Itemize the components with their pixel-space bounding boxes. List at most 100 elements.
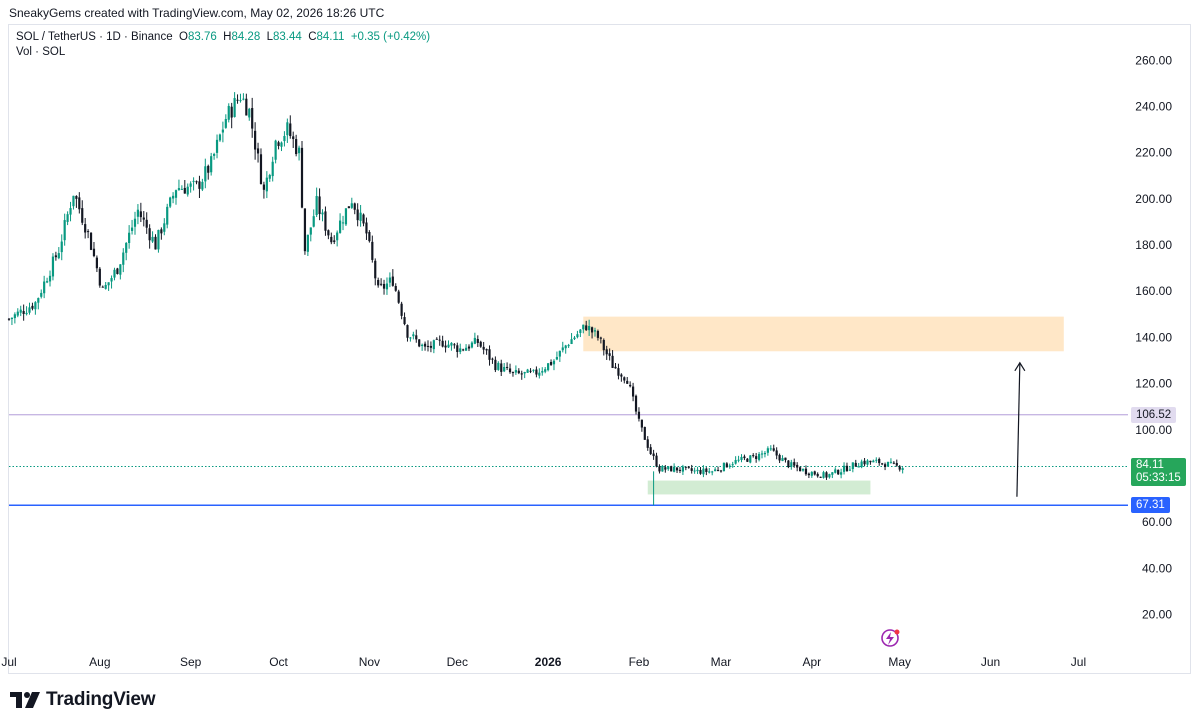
- candle-body: [755, 456, 758, 459]
- candle-body: [324, 211, 327, 231]
- x-tick-label: Aug: [89, 655, 110, 669]
- x-tick-label: Mar: [711, 655, 732, 669]
- candle-body: [775, 450, 778, 456]
- candle-body: [722, 462, 726, 472]
- x-tick-label: Jul: [1071, 655, 1086, 669]
- zones-layer: [583, 316, 1064, 495]
- candle-body: [825, 472, 828, 478]
- candle-body: [51, 256, 55, 277]
- candle-body: [585, 325, 588, 331]
- candle-body: [523, 372, 526, 374]
- candle-body: [675, 467, 679, 471]
- candle-body: [456, 345, 459, 352]
- candle-body: [781, 458, 784, 462]
- candle-body: [13, 314, 16, 319]
- x-tick-label: 2026: [535, 655, 562, 669]
- candle-body: [631, 386, 635, 397]
- candle-body: [831, 472, 834, 475]
- x-tick-label: May: [888, 655, 911, 669]
- candle-body: [245, 98, 248, 116]
- legend-symbol[interactable]: SOL / TetherUS · 1D · Binance: [16, 31, 173, 43]
- y-tick-label: 140.00: [1135, 330, 1172, 344]
- candle-body: [265, 177, 268, 192]
- candle-body: [394, 286, 397, 291]
- candle-body: [116, 268, 119, 274]
- legend-low-label: L: [266, 31, 274, 43]
- candle-body: [204, 166, 207, 182]
- price-tag-blue-level: 67.31: [1131, 497, 1170, 514]
- chart-legend: SOL / TetherUS · 1D · Binance O83.76 H84…: [16, 30, 430, 60]
- candle-body: [799, 467, 802, 472]
- candle-body: [391, 276, 394, 286]
- candle-body: [406, 325, 409, 338]
- candle-body: [661, 466, 664, 472]
- candle-body: [338, 220, 342, 233]
- candle-body: [822, 472, 825, 478]
- horizontal-lines-layer: [9, 414, 1128, 506]
- x-tick-label: Nov: [359, 655, 380, 669]
- legend-close-label: C: [308, 31, 317, 43]
- candle-body: [787, 460, 790, 468]
- candle-body: [878, 458, 881, 464]
- candle-body: [289, 123, 292, 137]
- y-tick-label: 100.00: [1135, 423, 1172, 437]
- candle-body: [125, 242, 128, 253]
- candle-body: [297, 147, 301, 154]
- candle-body: [19, 309, 22, 313]
- candle-body: [500, 363, 503, 372]
- candle-body: [693, 470, 696, 472]
- candle-body: [503, 366, 506, 372]
- candle-body: [760, 453, 764, 455]
- candle-body: [40, 292, 43, 297]
- y-tick-label: 180.00: [1135, 238, 1172, 252]
- candle-body: [195, 181, 198, 183]
- candle-body: [564, 345, 567, 349]
- candle-body: [535, 369, 538, 375]
- candle-body: [438, 339, 441, 341]
- candle-body: [699, 469, 702, 474]
- candle-body: [48, 275, 52, 282]
- candle-body: [889, 461, 893, 463]
- candle-body: [224, 119, 227, 128]
- candle-body: [576, 334, 579, 338]
- candle-body: [696, 469, 699, 472]
- candle-body: [749, 455, 752, 463]
- candle-body: [813, 471, 816, 475]
- candle-body: [872, 460, 875, 463]
- candle-body: [230, 106, 233, 118]
- tradingview-brand[interactable]: TradingView: [10, 689, 156, 711]
- candle-body: [766, 448, 769, 453]
- candle-body: [271, 161, 274, 177]
- price-tag-blue-value: 67.31: [1136, 499, 1165, 512]
- candle-body: [37, 298, 40, 303]
- candle-body: [280, 142, 283, 147]
- candle-body: [218, 134, 222, 141]
- candle-body: [678, 469, 682, 471]
- candle-body: [705, 468, 708, 472]
- candle-body: [793, 462, 796, 466]
- candle-body: [840, 472, 843, 475]
- candle-body: [684, 466, 687, 468]
- candle-body: [166, 206, 169, 225]
- candle-body: [590, 327, 594, 333]
- candle-body: [215, 139, 219, 153]
- candle-body: [286, 122, 289, 136]
- candle-body: [737, 459, 740, 461]
- candle-body: [435, 338, 438, 340]
- lightning-icon[interactable]: [881, 629, 900, 647]
- candle-body: [453, 344, 456, 346]
- candle-body: [511, 372, 515, 374]
- candle-body: [16, 311, 19, 316]
- candle-body: [353, 203, 356, 210]
- legend-volume[interactable]: Vol · SOL: [16, 46, 66, 58]
- candle-body: [306, 234, 309, 252]
- candle-body: [10, 317, 14, 320]
- candle-body: [796, 464, 799, 468]
- candle-body: [362, 214, 365, 224]
- candle-body: [57, 253, 60, 259]
- candle-body: [549, 362, 553, 365]
- candle-body: [725, 463, 728, 468]
- candle-body: [757, 453, 761, 460]
- legend-change: +0.35 (+0.42%): [350, 31, 431, 43]
